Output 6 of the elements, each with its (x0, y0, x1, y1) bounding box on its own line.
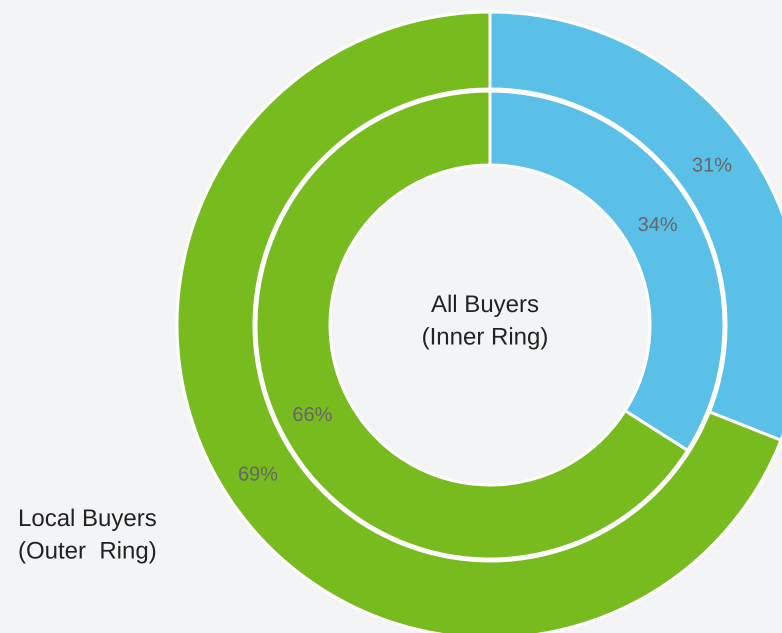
slice-label: Local Buyers (Outer Ring) (18, 505, 157, 564)
slice-label: All Buyers (Inner Ring) (422, 291, 548, 350)
data-label: 31% (692, 154, 732, 177)
data-label: 66% (292, 404, 333, 426)
data-label: 34% (638, 214, 678, 236)
data-label: 69% (238, 463, 278, 486)
